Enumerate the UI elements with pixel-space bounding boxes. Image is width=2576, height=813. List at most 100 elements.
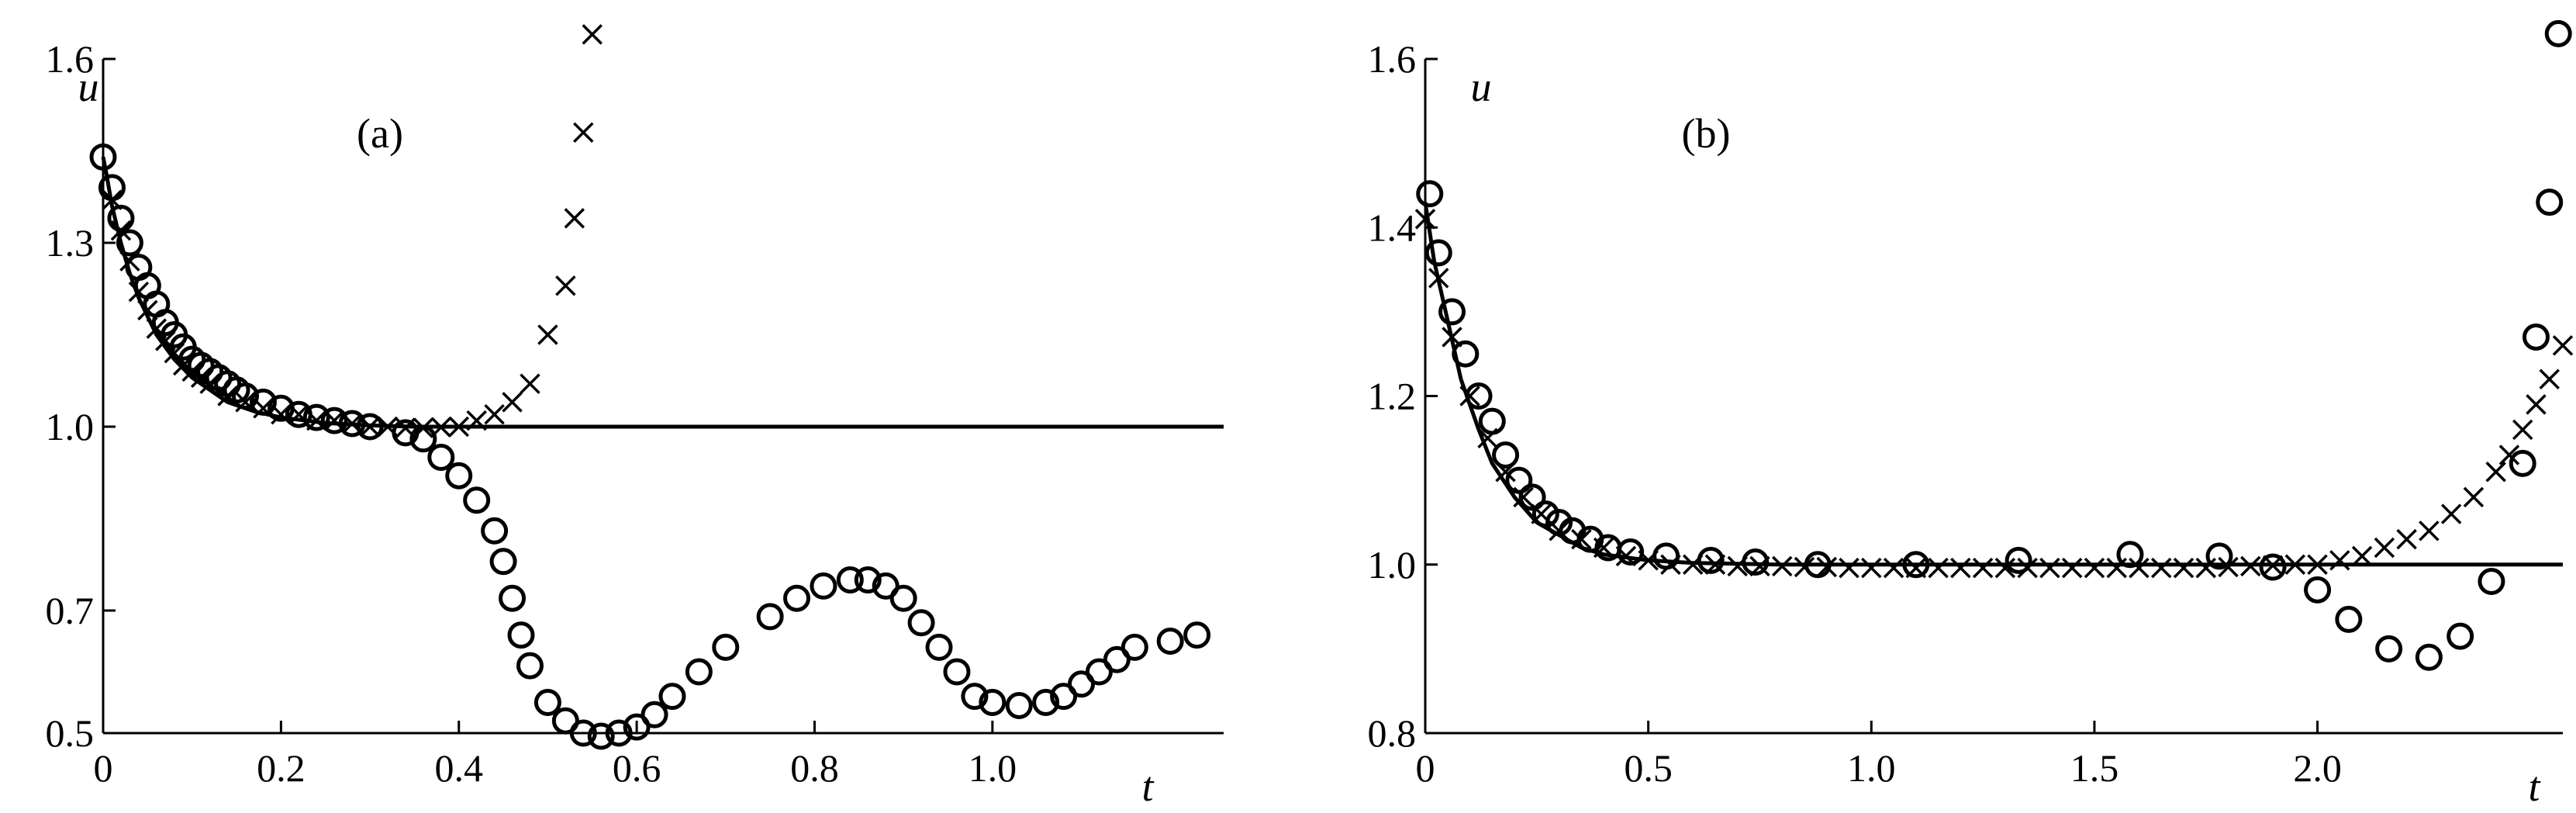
circle-marker xyxy=(231,382,259,410)
y-tick-label: 1.4 xyxy=(1368,206,1417,249)
cross-marker xyxy=(1883,557,1904,579)
circle-marker xyxy=(1183,621,1211,649)
circle-marker xyxy=(489,548,517,576)
solution-line xyxy=(1423,202,2563,567)
cross-marker xyxy=(2512,419,2533,441)
cross-marker xyxy=(2039,557,2060,579)
circle-marker xyxy=(658,683,686,711)
circle-marker xyxy=(587,722,615,750)
x-tick-label: 0 xyxy=(94,746,113,790)
circle-marker xyxy=(961,683,989,711)
circle-marker xyxy=(854,566,882,593)
cross-marker xyxy=(1428,268,1449,289)
cross-marker xyxy=(520,373,540,394)
circle-marker xyxy=(2205,542,2233,570)
cross-marker xyxy=(537,324,558,345)
circle-marker xyxy=(2536,189,2564,216)
cross-marker xyxy=(1928,557,1949,579)
cross-marker xyxy=(2419,521,2440,541)
y-tick-label: 1.6 xyxy=(46,37,95,81)
cross-marker xyxy=(2195,557,2216,579)
x-tick-label: 0.8 xyxy=(790,746,839,790)
circle-marker xyxy=(1804,551,1832,579)
cross-marker xyxy=(573,122,594,144)
circle-marker xyxy=(445,462,473,490)
circle-marker xyxy=(712,633,740,661)
cross-marker xyxy=(582,24,603,45)
cross-marker xyxy=(1816,556,1837,578)
circle-marker xyxy=(1617,538,1645,566)
y-tick-label: 1.3 xyxy=(46,221,95,265)
cross-marker xyxy=(2498,445,2520,465)
cross-marker xyxy=(564,208,585,229)
circle-marker xyxy=(2522,323,2550,351)
y-tick-label: 1.2 xyxy=(1368,375,1417,418)
circle-marker xyxy=(249,388,277,416)
cross-marker xyxy=(1414,209,1436,230)
cross-marker xyxy=(2485,462,2506,483)
chart-panel-b: 0.8 1.0 1.2 1.4 1.6 0 0.5 1.0 1.5 2.0 u t (b) xyxy=(1368,19,2574,810)
circle-marker xyxy=(2415,643,2443,671)
circle-marker xyxy=(338,410,366,438)
x-tick-label: 2.0 xyxy=(2293,746,2342,790)
circle-marker xyxy=(907,609,935,637)
circle-marker xyxy=(107,204,135,232)
cross-marker xyxy=(555,275,576,296)
circle-marker xyxy=(89,143,117,171)
circle-marker xyxy=(516,652,544,680)
circle-marker xyxy=(2447,622,2474,650)
x-axis-label: t xyxy=(2528,763,2541,810)
circle-marker xyxy=(320,406,348,434)
circle-marker xyxy=(605,719,633,747)
circle-marker xyxy=(356,413,384,441)
cross-marker xyxy=(1459,386,1480,406)
x-tick-label: 0.5 xyxy=(1624,746,1673,790)
circle-marker xyxy=(551,707,579,735)
circle-marker xyxy=(2005,546,2032,574)
cross-marker xyxy=(2329,550,2350,571)
circle-marker xyxy=(1103,645,1131,673)
y-axis-label: u xyxy=(78,64,99,110)
x-tick-label: 0.2 xyxy=(257,746,306,790)
cross-marker xyxy=(448,416,469,438)
circle-marker xyxy=(1438,298,1466,326)
cross-marker xyxy=(2129,557,2150,579)
circle-marker xyxy=(1121,633,1148,661)
circle-marker xyxy=(1531,500,1559,528)
circle-marker xyxy=(810,572,837,600)
circle-marker xyxy=(1478,407,1506,435)
circle-marker xyxy=(979,689,1007,716)
cross-marker xyxy=(2284,554,2306,575)
circle-marker xyxy=(2259,553,2287,581)
circle-marker xyxy=(756,603,784,631)
circle-marker xyxy=(481,517,509,545)
y-tick-label: 0.7 xyxy=(46,589,95,632)
cross-marker xyxy=(1994,557,2016,579)
cross-marker xyxy=(1772,555,1793,577)
circle-marker xyxy=(427,444,455,471)
x-tick-label: 1.5 xyxy=(2070,746,2119,790)
circle-marker xyxy=(783,584,811,612)
cross-marker xyxy=(502,392,523,413)
circle-marker xyxy=(1518,483,1546,511)
circle-marker xyxy=(463,486,491,514)
circle-marker xyxy=(623,713,651,741)
circle-marker xyxy=(1652,542,1680,570)
cross-marker xyxy=(2526,394,2547,415)
circle-marker xyxy=(2509,449,2536,477)
solution-line xyxy=(101,156,1224,429)
cross-marker xyxy=(2440,503,2462,524)
circle-marker xyxy=(116,229,143,257)
circle-marker xyxy=(1085,658,1113,686)
y-tick-label: 1.0 xyxy=(46,405,95,448)
circle-marker xyxy=(569,719,597,747)
x-axis-label: t xyxy=(1141,763,1155,810)
y-tick-label: 1.6 xyxy=(1368,37,1417,81)
x-tick-label: 1.0 xyxy=(969,746,1017,790)
x-tick-label: 0.4 xyxy=(434,746,483,790)
circle-marker xyxy=(2478,567,2505,595)
cross-marker xyxy=(2463,486,2484,508)
cross-marker xyxy=(1950,557,1971,579)
circle-marker xyxy=(1416,180,1444,208)
